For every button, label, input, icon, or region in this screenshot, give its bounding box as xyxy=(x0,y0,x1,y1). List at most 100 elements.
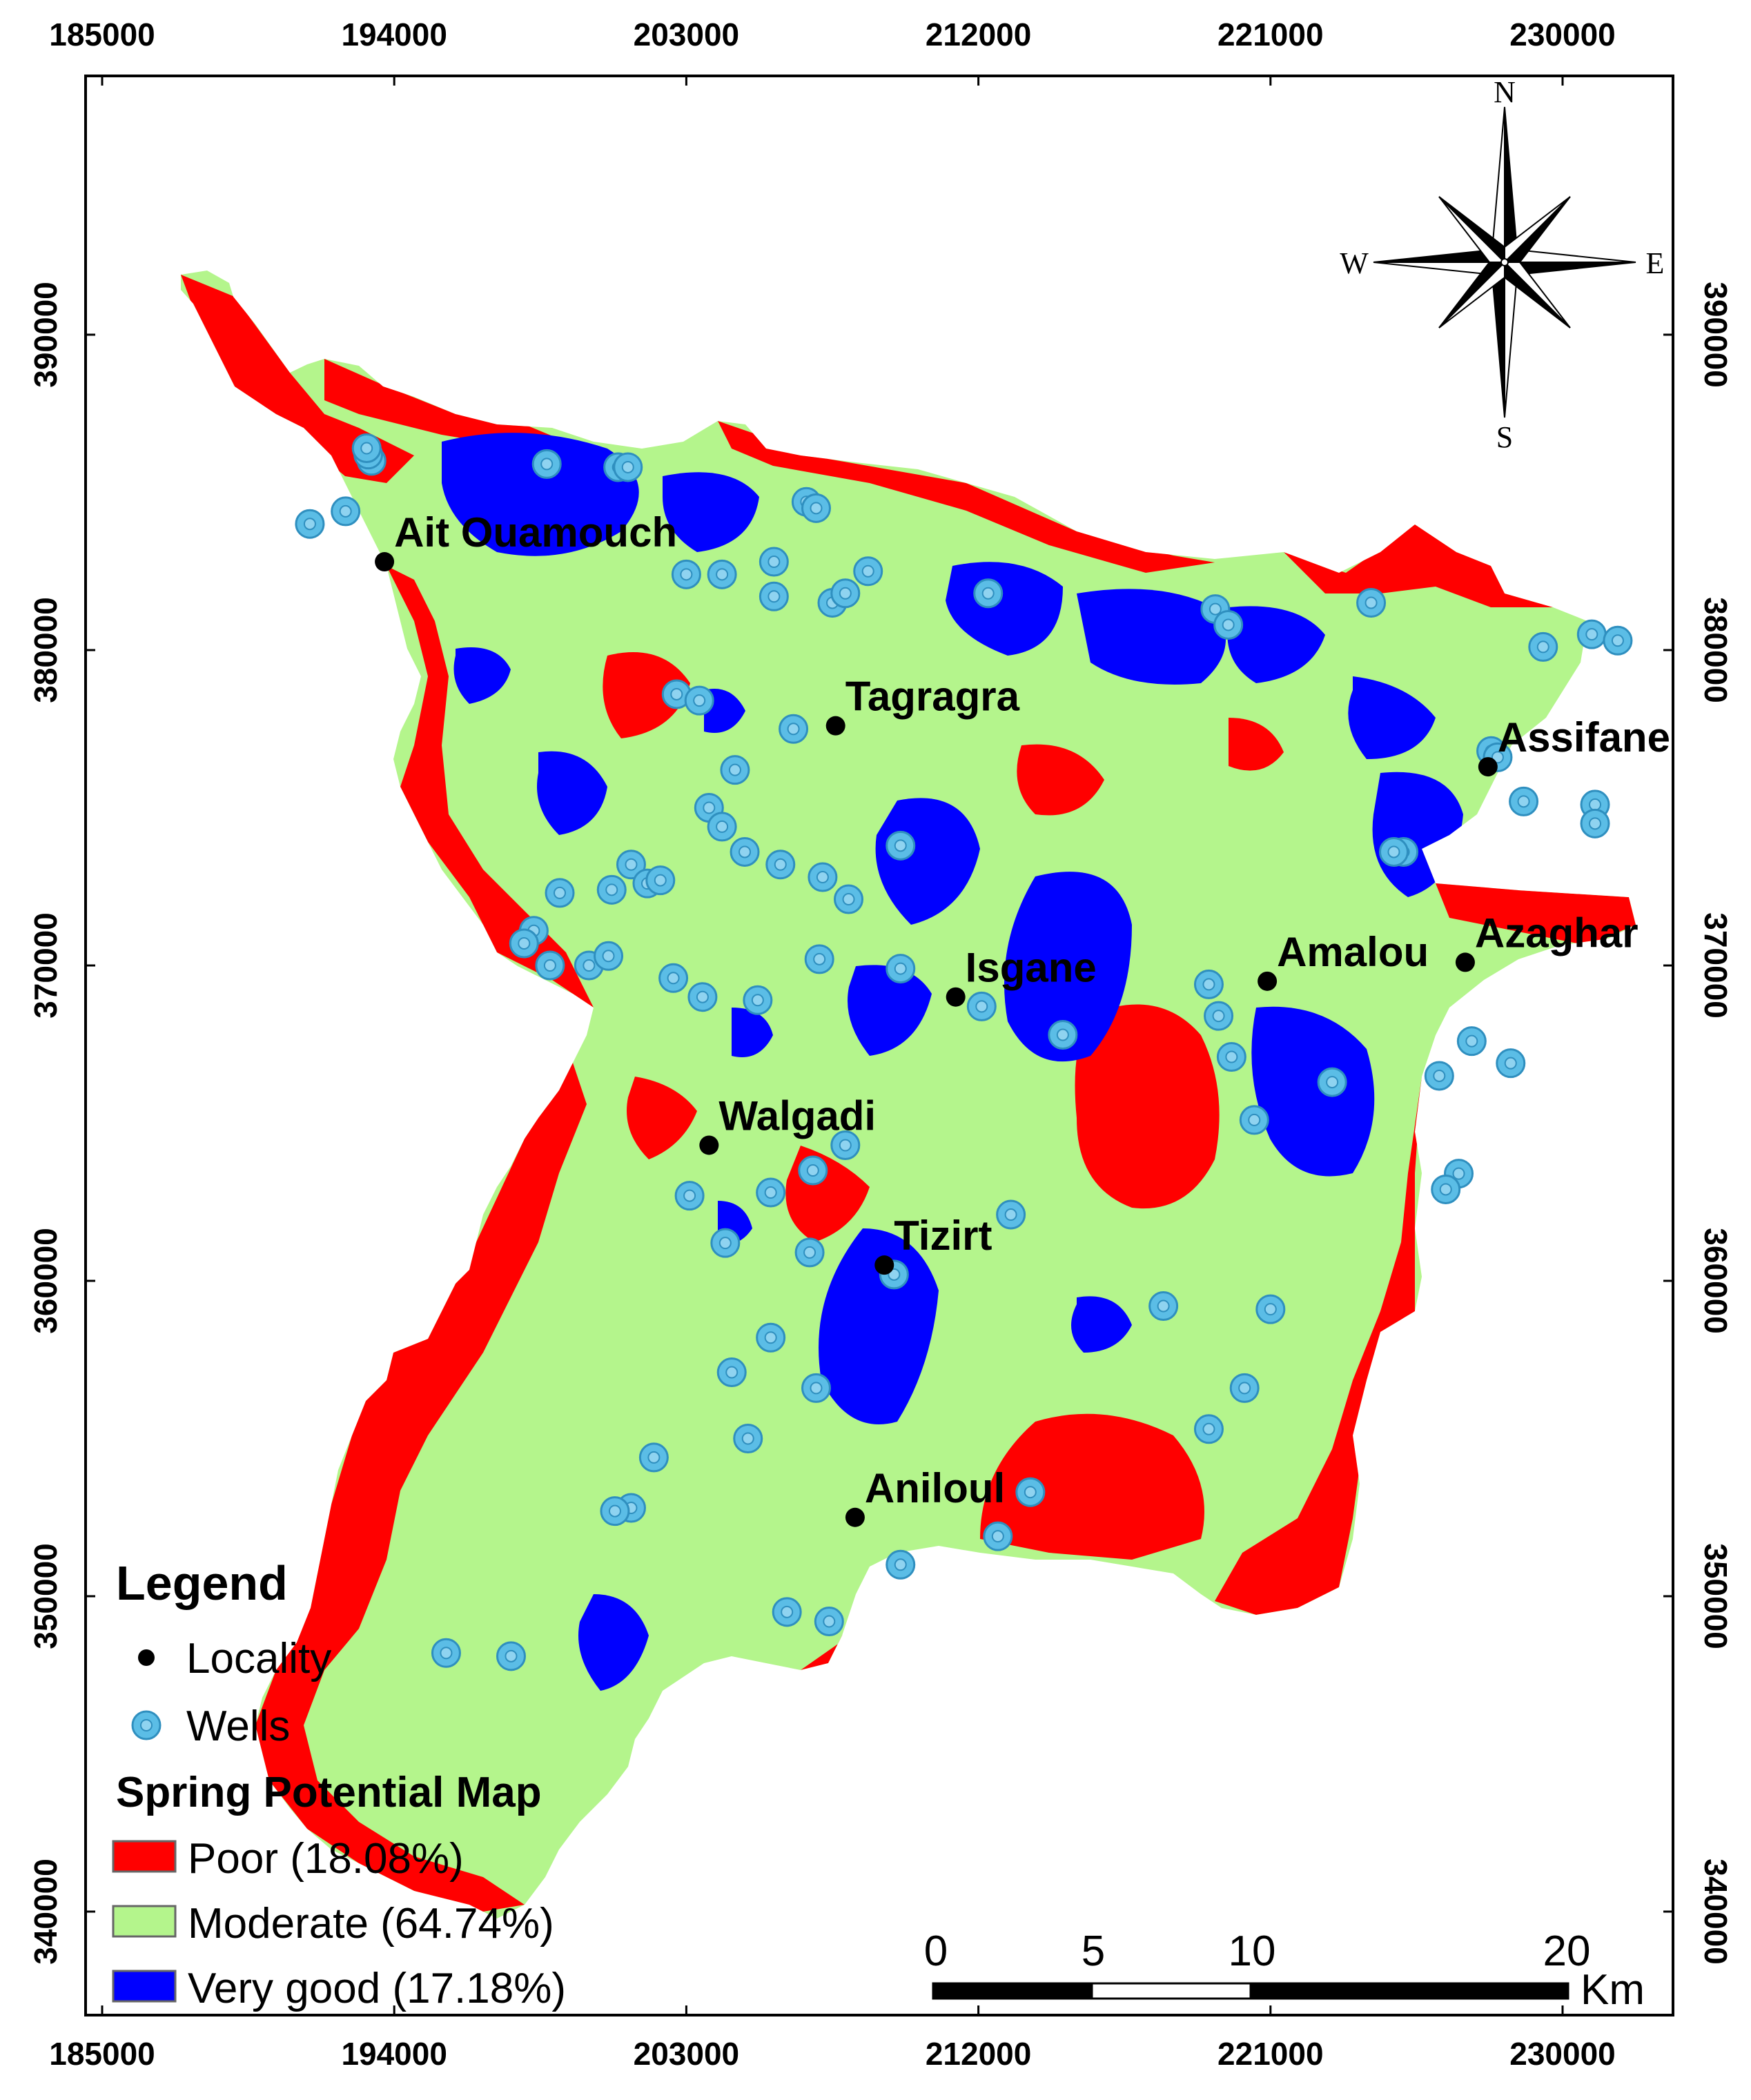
well-marker xyxy=(830,578,861,609)
moderate-class-area xyxy=(181,271,1636,1919)
well-marker xyxy=(707,559,737,589)
well-marker xyxy=(1048,1020,1078,1050)
y-tick-label-right: 380000 xyxy=(1698,597,1734,703)
well-marker xyxy=(1213,609,1244,640)
scale-label-20: 20 xyxy=(1543,1927,1591,1975)
x-tick-label-top: 194000 xyxy=(341,17,447,52)
well-marker xyxy=(674,1181,705,1211)
legend-poor-swatch xyxy=(112,1840,177,1873)
well-marker xyxy=(658,963,689,993)
scale-bar: 0 5 10 20 Km xyxy=(924,1927,1645,2014)
map-ticks xyxy=(86,76,1673,2015)
well-marker xyxy=(535,950,565,981)
wells-layer xyxy=(295,433,1633,1671)
y-tick-label-left: 350000 xyxy=(28,1543,63,1649)
well-marker xyxy=(794,1237,825,1268)
legend-very-good-label: Very good (17.18%) xyxy=(188,1965,566,2012)
well-marker xyxy=(756,1322,786,1353)
y-tick-label-left: 380000 xyxy=(28,597,63,703)
map-frame xyxy=(84,75,1674,2016)
y-tick-label-right: 390000 xyxy=(1698,282,1734,388)
locality-label: Azaghar xyxy=(1475,910,1638,956)
well-marker xyxy=(733,1424,763,1453)
compass-rose: N S E W xyxy=(1340,75,1664,454)
well-marker xyxy=(545,878,575,908)
locality-label: Isgane xyxy=(966,945,1097,991)
locality-marker xyxy=(1258,971,1278,991)
legend-locality-label: Locality xyxy=(186,1635,331,1682)
y-tick-label-left: 360000 xyxy=(28,1228,63,1334)
well-marker xyxy=(1509,786,1539,816)
well-marker xyxy=(834,884,864,914)
well-marker xyxy=(1204,1001,1234,1031)
locality-marker xyxy=(375,552,395,572)
locality-label: Aniloul xyxy=(865,1465,1005,1511)
well-marker xyxy=(1317,1067,1347,1097)
well-marker xyxy=(1580,808,1610,838)
locality-marker xyxy=(699,1135,719,1155)
legend-locality-icon xyxy=(138,1649,155,1666)
well-marker xyxy=(966,991,997,1021)
well-marker xyxy=(716,1357,747,1388)
scale-label-0: 0 xyxy=(924,1927,948,1975)
well-marker xyxy=(772,1597,802,1627)
x-tick-label-top: 221000 xyxy=(1217,17,1324,52)
locality-label: Walgadi xyxy=(718,1092,876,1139)
well-marker xyxy=(596,874,627,905)
well-marker xyxy=(730,836,760,867)
well-marker xyxy=(710,1228,741,1258)
well-marker xyxy=(814,1607,844,1637)
compass-east-label: E xyxy=(1646,246,1665,280)
well-marker xyxy=(594,941,624,971)
well-marker xyxy=(765,850,796,880)
well-marker xyxy=(351,433,382,464)
well-marker xyxy=(973,578,1004,609)
legend-well-icon xyxy=(131,1710,162,1740)
well-marker xyxy=(1378,836,1409,867)
locality-label: Ait Ouamouch xyxy=(394,509,677,556)
well-marker xyxy=(804,944,834,974)
compass-star-icon xyxy=(1373,106,1636,418)
x-tick-label-bottom: 212000 xyxy=(926,2036,1032,2072)
well-marker xyxy=(1356,587,1387,618)
legend-poor-label: Poor (18.08%) xyxy=(188,1835,464,1883)
well-marker xyxy=(1216,1042,1246,1072)
well-marker xyxy=(600,1496,630,1527)
well-marker xyxy=(1148,1291,1179,1322)
well-marker xyxy=(1431,1174,1461,1204)
well-marker xyxy=(496,1641,526,1671)
well-marker xyxy=(808,862,838,892)
y-tick-label-right: 360000 xyxy=(1698,1228,1734,1334)
legend-very-good-swatch xyxy=(112,1970,177,2003)
x-tick-label-top: 212000 xyxy=(926,17,1032,52)
localities-layer: Ait Ouamouch Tagragra Assifane Isgane Amalou… xyxy=(375,509,1670,1527)
well-marker xyxy=(983,1521,1013,1551)
legend-title: Legend xyxy=(116,1556,288,1610)
x-tick-label-bottom: 230000 xyxy=(1509,2036,1616,2072)
scale-bar-segment-2 xyxy=(1090,1982,1252,2000)
well-marker xyxy=(1239,1105,1269,1135)
x-tick-label-bottom: 185000 xyxy=(49,2036,155,2072)
well-marker xyxy=(331,496,361,527)
y-tick-label-left: 370000 xyxy=(28,912,63,1019)
well-marker xyxy=(687,982,718,1012)
legend: Legend Locality Wells Spring Potential M… xyxy=(112,1556,566,2012)
well-marker xyxy=(886,954,916,984)
locality-label: Assifane xyxy=(1498,714,1670,760)
y-tick-label-right: 340000 xyxy=(1698,1858,1734,1965)
well-marker xyxy=(759,581,789,611)
y-tick-label-left: 340000 xyxy=(28,1858,63,1965)
well-marker xyxy=(616,850,646,880)
locality-label: Tizirt xyxy=(894,1213,992,1259)
compass-north-label: N xyxy=(1494,75,1516,109)
compass-south-label: S xyxy=(1496,420,1513,454)
well-marker xyxy=(1229,1373,1260,1403)
compass-west-label: W xyxy=(1340,246,1369,280)
well-marker xyxy=(1496,1048,1526,1079)
locality-label: Amalou xyxy=(1277,929,1429,975)
x-tick-label-top: 203000 xyxy=(634,17,740,52)
x-tick-label-bottom: 194000 xyxy=(341,2036,447,2072)
x-tick-label-top: 230000 xyxy=(1509,17,1616,52)
